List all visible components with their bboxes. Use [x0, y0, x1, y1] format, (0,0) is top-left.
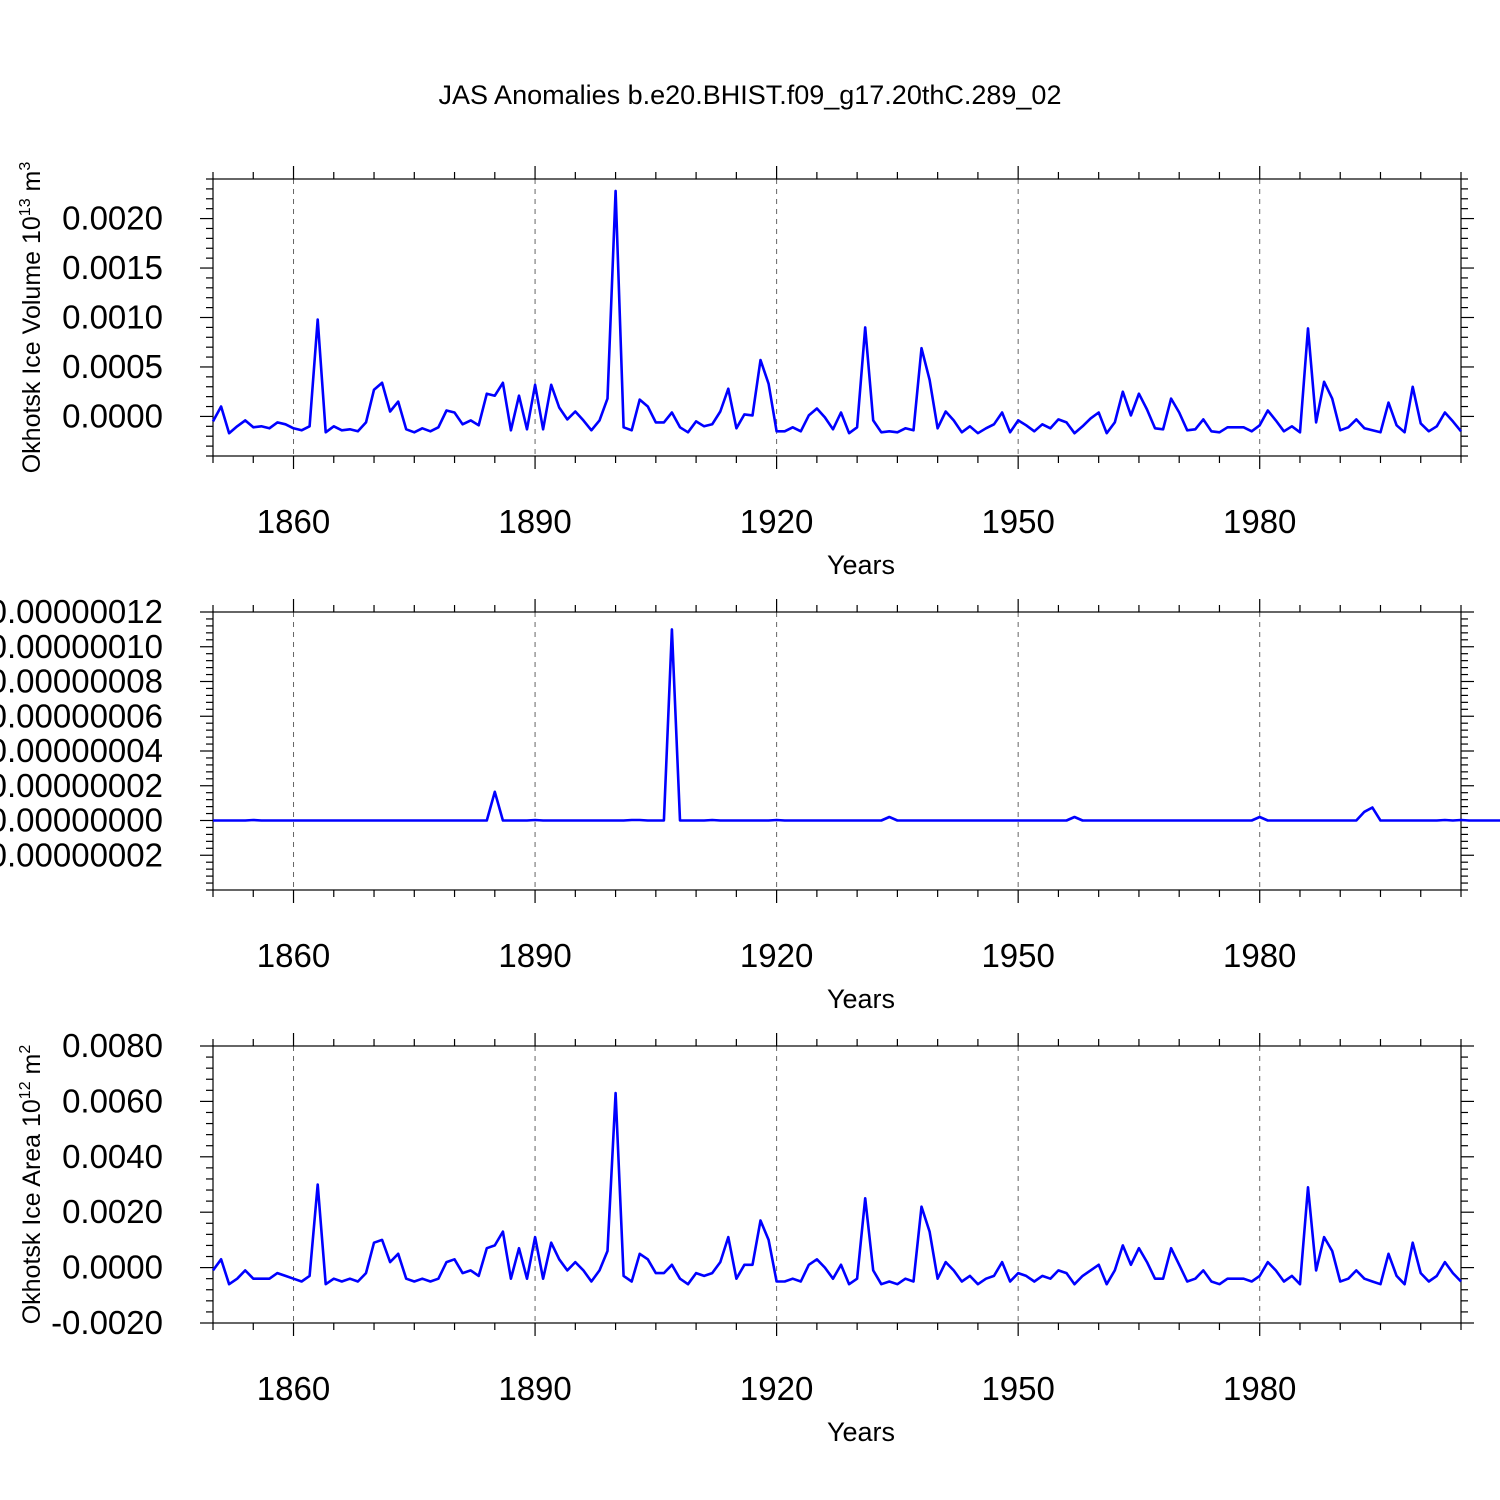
- x-tick-label: 1920: [740, 937, 813, 974]
- y-axis-title: Okhotsk Ice Area 1012 m2: [17, 1045, 46, 1325]
- y-tick-label: 0.0040: [62, 1138, 163, 1175]
- y-tick-label: 0.00000006: [0, 697, 163, 734]
- y-tick-label: 0.00000008: [0, 663, 163, 700]
- chart-title: JAS Anomalies b.e20.BHIST.f09_g17.20thC.…: [439, 80, 1062, 110]
- y-tick-label: 0.0000: [62, 397, 163, 434]
- panel-3: 1860 1890 1920 1950 1980 -0.0020 0.0000 0.0020 0…: [17, 1027, 1474, 1447]
- series-line: [211, 189, 1463, 435]
- x-tick-label: 1860: [257, 1370, 330, 1407]
- y-tick-label: 0.00000012: [0, 593, 163, 630]
- y-tick-label: 0.0080: [62, 1027, 163, 1064]
- x-tick-label: 1980: [1223, 937, 1296, 974]
- x-tick-label: 1860: [257, 937, 330, 974]
- panel-1: 1860 1890 1920 1950 1980 0.0000 0.0005 0.0010 0.…: [17, 162, 1474, 580]
- series-line: [213, 628, 1500, 822]
- x-tick-label: 1950: [981, 937, 1054, 974]
- y-tick-label: 0.00000004: [0, 732, 163, 769]
- x-tick-label: 1860: [257, 503, 330, 540]
- y-tick-label: 0.00000002: [0, 767, 163, 804]
- x-axis-title: Years: [827, 550, 895, 580]
- x-tick-label: 1890: [498, 937, 571, 974]
- y-tick-label: 0.0000: [62, 1249, 163, 1286]
- y-tick-label: 0.0020: [62, 200, 163, 237]
- y-tick-label: -0.0020: [51, 1304, 163, 1341]
- y-tick-label: 0.0020: [62, 1193, 163, 1230]
- chart-panels: 1860 1890 1920 1950 1980 0.0000 0.0005 0.0010 0.…: [0, 162, 1500, 1447]
- series-line: [211, 1091, 1462, 1286]
- y-tick-label: 0.00000000: [0, 802, 163, 839]
- x-tick-label: 1980: [1223, 503, 1296, 540]
- y-axis-title: Okhotsk Ice Volume 1013 m3: [17, 162, 46, 474]
- x-tick-label: 1890: [498, 1370, 571, 1407]
- y-tick-label: -0.00000002: [0, 836, 163, 873]
- y-tick-label: 0.0015: [62, 249, 163, 286]
- y-tick-label: 0.0005: [62, 348, 163, 385]
- y-tick-label: 0.0060: [62, 1082, 163, 1119]
- y-tick-label: 0.0010: [62, 299, 163, 336]
- x-tick-label: 1980: [1223, 1370, 1296, 1407]
- y-tick-label: 0.00000010: [0, 628, 163, 665]
- panel-2: 18601890192019501980-0.000000020.0000000…: [0, 593, 1500, 1014]
- plot-frame: [212, 1045, 1462, 1324]
- plot-frame: [212, 611, 1462, 891]
- x-tick-label: 1920: [740, 1370, 813, 1407]
- x-tick-label: 1920: [740, 503, 813, 540]
- x-tick-label: 1950: [981, 503, 1054, 540]
- x-tick-label: 1950: [981, 1370, 1054, 1407]
- x-axis-title: Years: [827, 984, 895, 1014]
- x-axis-title: Years: [827, 1417, 895, 1447]
- plot-frame: [212, 178, 1462, 457]
- x-tick-label: 1890: [498, 503, 571, 540]
